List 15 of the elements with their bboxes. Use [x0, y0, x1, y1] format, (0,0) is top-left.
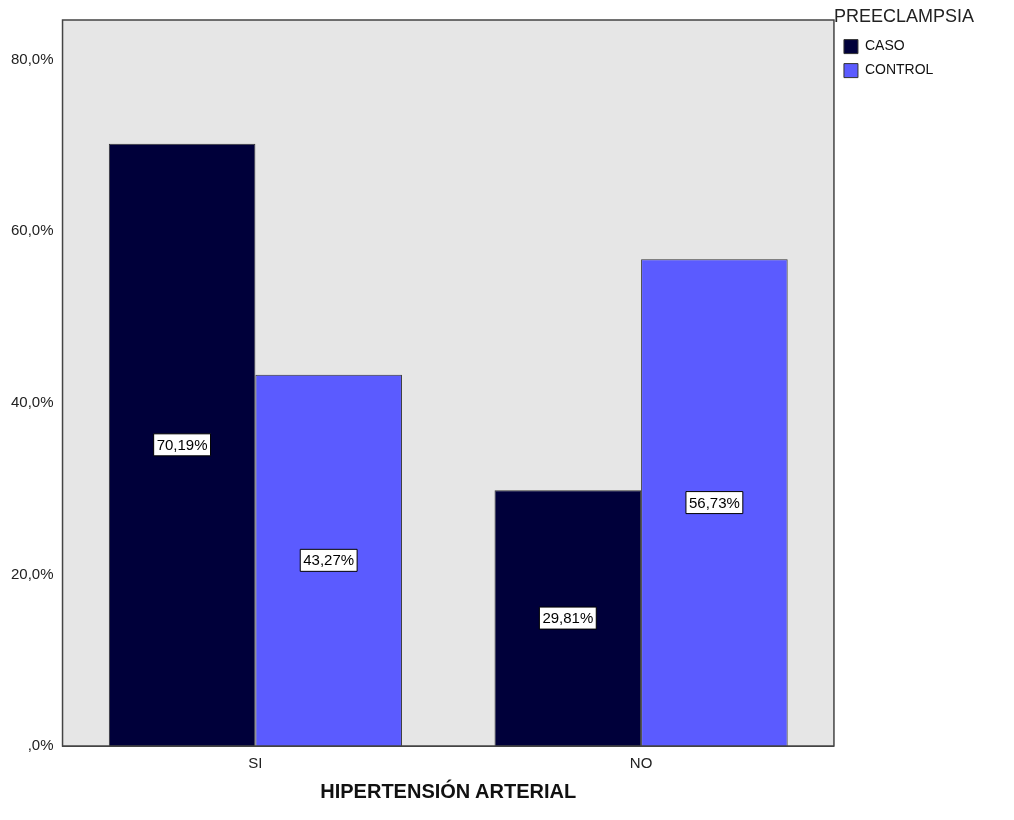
legend-label: CONTROL [864, 61, 934, 78]
data-label: 56,73% [688, 493, 740, 511]
x-tick-label: SI [248, 754, 263, 772]
data-label: 43,27% [303, 551, 355, 569]
y-tick-label: ,0% [27, 736, 54, 754]
data-label: 29,81% [542, 609, 594, 627]
data-label: 70,19% [156, 435, 208, 453]
y-tick-label: 40,0% [10, 392, 54, 410]
x-tick-label: NO [629, 754, 653, 772]
x-axis-title: HIPERTENSIÓN ARTERIAL [320, 778, 577, 802]
legend-label: CASO [864, 37, 905, 54]
y-tick-label: 60,0% [10, 221, 54, 239]
y-tick-label: 80,0% [10, 49, 54, 67]
legend-title: PREECLAMPSIA [833, 5, 974, 26]
y-tick-label: 20,0% [10, 564, 54, 582]
